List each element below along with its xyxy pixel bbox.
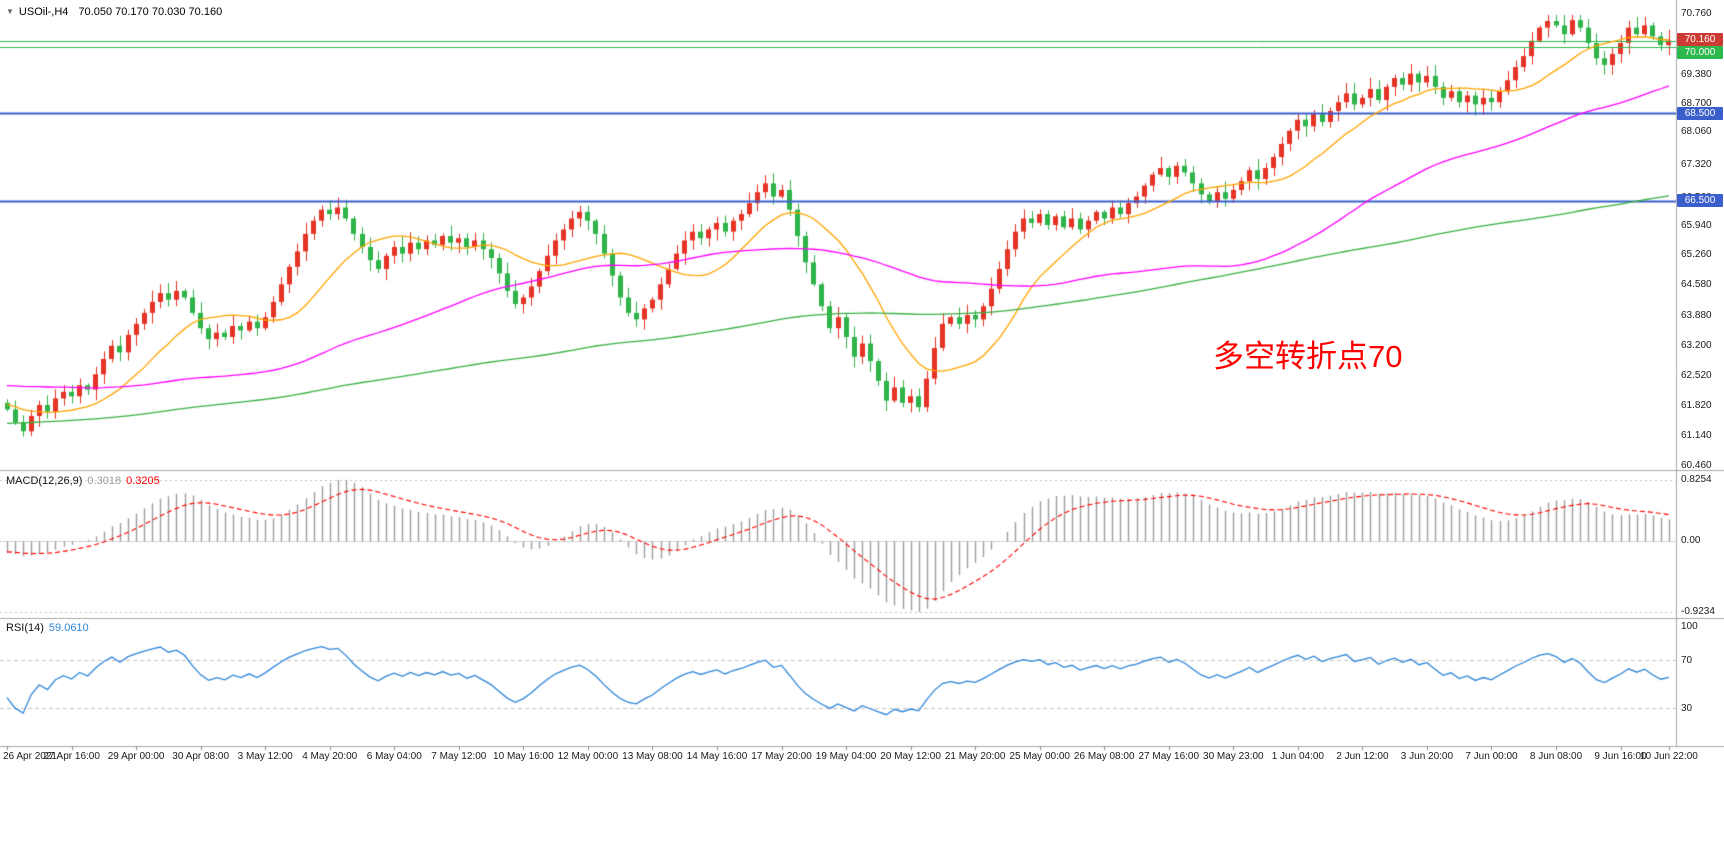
macd-axis-label: -0.9234 bbox=[1681, 606, 1715, 617]
time-axis-label: 2 Jun 12:00 bbox=[1336, 751, 1389, 762]
price-axis-label: 64.580 bbox=[1681, 279, 1712, 291]
time-axis-label: 3 May 12:00 bbox=[237, 751, 293, 762]
macd-axis-label: 0.8254 bbox=[1681, 474, 1712, 485]
price-axis-label: 63.880 bbox=[1681, 309, 1712, 321]
hline-price-badge: 70.000 bbox=[1677, 46, 1723, 60]
time-axis-label: 26 Apr 2021 bbox=[3, 751, 57, 762]
time-axis-label: 17 May 20:00 bbox=[751, 751, 812, 762]
rsi-axis-label: 70 bbox=[1681, 655, 1693, 666]
rsi-axis-label: 30 bbox=[1681, 703, 1693, 714]
time-axis-label: 8 Jun 08:00 bbox=[1529, 751, 1583, 762]
time-axis-label: 21 May 20:00 bbox=[944, 751, 1006, 762]
time-axis-label: 3 Jun 20:00 bbox=[1400, 751, 1454, 762]
time-axis-label: 13 May 08:00 bbox=[622, 751, 683, 762]
price-axis-label: 68.060 bbox=[1681, 126, 1712, 138]
time-axis-label: 30 Apr 08:00 bbox=[172, 751, 230, 762]
price-axis-label: 60.460 bbox=[1681, 460, 1712, 471]
price-axis-label: 63.200 bbox=[1681, 339, 1712, 351]
time-axis-label: 30 May 23:00 bbox=[1203, 751, 1264, 762]
price-axis[interactable]: 70.76069.38068.70068.06067.32066.56065.9… bbox=[1677, 0, 1724, 747]
time-axis-label: 1 Jun 04:00 bbox=[1271, 751, 1324, 762]
time-axis-label: 27 Apr 16:00 bbox=[43, 751, 100, 762]
time-axis-label: 9 Jun 16:00 bbox=[1594, 751, 1647, 762]
rsi-value: 59.0610 bbox=[48, 622, 89, 634]
time-axis-label: 14 May 16:00 bbox=[686, 751, 748, 762]
ohlc-values: 70.050 70.170 70.030 70.160 bbox=[78, 6, 223, 18]
time-axis-label: 10 Jun 22:00 bbox=[1640, 751, 1698, 762]
price-axis-label: 68.700 bbox=[1681, 98, 1712, 110]
time-axis-label: 20 May 12:00 bbox=[880, 751, 941, 762]
time-axis-label: 26 May 08:00 bbox=[1073, 751, 1135, 762]
time-axis-label: 4 May 20:00 bbox=[302, 751, 358, 762]
rsi-name: RSI(14) bbox=[6, 622, 44, 634]
current-price-badge: 70.160 bbox=[1677, 33, 1723, 47]
time-axis[interactable]: 26 Apr 2021 27 Apr 16:00 29 Apr 00:00 30 Ap… bbox=[0, 747, 1724, 771]
annotation-text[interactable]: 多空转折点70 bbox=[1213, 339, 1403, 374]
hline-price-badge: 66.500 bbox=[1677, 194, 1723, 208]
symbol-timeframe-label: USOil-,H4 bbox=[18, 6, 69, 18]
macd-signal-value: 0.3205 bbox=[126, 475, 160, 487]
time-axis-label: 12 May 00:00 bbox=[557, 751, 619, 762]
price-axis-label: 61.820 bbox=[1681, 400, 1712, 412]
macd-axis-label: 0.00 bbox=[1681, 534, 1701, 546]
rsi-axis-label: 100 bbox=[1681, 621, 1698, 632]
price-axis-label: 65.260 bbox=[1681, 249, 1712, 261]
time-axis-label: 10 May 16:00 bbox=[493, 751, 554, 762]
price-axis-label: 62.520 bbox=[1681, 369, 1712, 381]
hline-price-badge: 68.500 bbox=[1677, 106, 1723, 120]
price-axis-label: 61.140 bbox=[1681, 430, 1712, 442]
macd-indicator-label: MACD(12,26,9) 0.3018 0.3205 bbox=[6, 475, 165, 487]
macd-name: MACD(12,26,9) bbox=[6, 475, 83, 487]
time-axis-label: 7 Jun 00:00 bbox=[1465, 751, 1518, 762]
price-axis-label: 65.940 bbox=[1681, 219, 1712, 231]
time-axis-label: 7 May 12:00 bbox=[431, 751, 487, 762]
price-axis-label: 69.380 bbox=[1681, 68, 1712, 80]
symbol-dropdown-icon[interactable]: ▼ bbox=[6, 7, 14, 16]
time-axis-label: 25 May 00:00 bbox=[1009, 751, 1070, 762]
macd-main-value: 0.3018 bbox=[87, 475, 122, 487]
time-axis-label: 27 May 16:00 bbox=[1138, 751, 1200, 762]
time-axis-label: 6 May 04:00 bbox=[366, 751, 422, 762]
chart-info-line: ▼ USOil-,H4 70.050 70.170 70.030 70.160 bbox=[6, 6, 222, 18]
price-axis-label: 70.760 bbox=[1681, 8, 1712, 19]
time-axis-label: 19 May 04:00 bbox=[815, 751, 877, 762]
rsi-indicator-label: RSI(14) 59.0610 bbox=[6, 622, 94, 634]
price-axis-label: 67.320 bbox=[1681, 158, 1712, 170]
time-axis-label: 29 Apr 00:00 bbox=[107, 751, 165, 762]
